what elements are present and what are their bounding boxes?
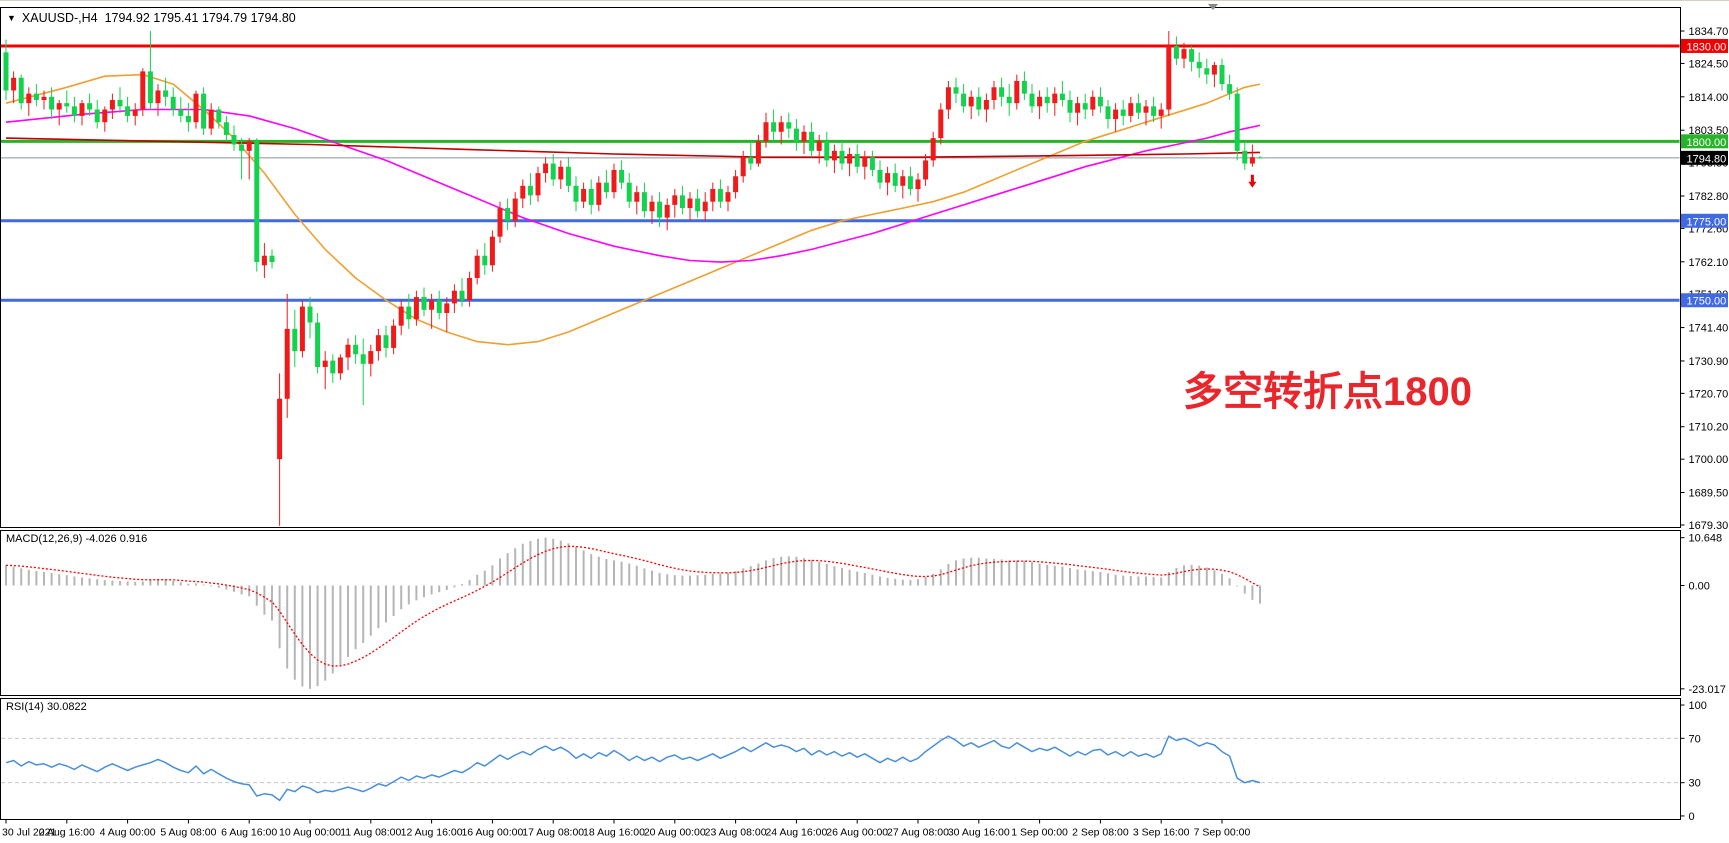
price-axis[interactable]: 1834.701824.501814.001803.501793.301782.… [1680,26,1729,532]
svg-text:30: 30 [1689,778,1701,790]
price-badge-1830.00 [1681,38,1728,53]
time-label: 3 Sep 16:00 [1133,827,1190,839]
svg-text:-23.017: -23.017 [1689,684,1726,696]
price-badge-1775.00 [1681,213,1728,228]
chart-collapse-icon[interactable]: ▼ [7,13,16,23]
rsi-value-line [5,735,1261,802]
svg-text:70: 70 [1689,733,1701,745]
svg-text:1741.40: 1741.40 [1689,323,1729,335]
symbol-ohlc-header: ▼ XAUUSD-,H4 1794.92 1795.41 1794.79 1794… [7,11,296,25]
time-label: 18 Aug 16:00 [583,827,645,839]
time-label: 26 Aug 00:00 [826,827,888,839]
svg-text:1730.90: 1730.90 [1689,356,1729,368]
rsi-indicator-label: RSI(14) 30.0822 [6,701,87,713]
time-label: 6 Aug 16:00 [221,827,277,839]
chart-annotation-text[interactable]: 多空转折点1800 [1183,370,1472,414]
svg-text:1800.00: 1800.00 [1687,137,1727,149]
macd-signal-line [5,545,1261,667]
svg-text:1720.70: 1720.70 [1689,388,1729,400]
time-label: 17 Aug 08:00 [522,827,584,839]
symbol-period-label: XAUUSD-,H4 [21,11,98,25]
time-label: 4 Aug 00:00 [100,827,156,839]
svg-text:1814.00: 1814.00 [1689,92,1729,104]
svg-text:0.00: 0.00 [1689,581,1710,593]
time-label: 27 Aug 08:00 [887,827,949,839]
svg-text:10.648: 10.648 [1689,533,1723,545]
time-label: 2 Aug 16:00 [39,827,95,839]
sell-arrow-icon[interactable] [1248,174,1257,188]
price-badge-1750.00 [1681,293,1728,308]
time-label: 12 Aug 16:00 [401,827,463,839]
time-label: 10 Aug 00:00 [279,827,341,839]
svg-text:1762.10: 1762.10 [1689,257,1729,269]
candles-layer [3,31,1263,526]
svg-text:1794.80: 1794.80 [1687,153,1727,165]
ma-magenta-line [5,108,1261,263]
svg-text:1750.00: 1750.00 [1687,296,1727,308]
price-badge-1800.00 [1681,134,1728,149]
time-label: 5 Aug 08:00 [160,827,216,839]
time-label: 24 Aug 16:00 [765,827,827,839]
svg-text:1830.00: 1830.00 [1687,41,1727,53]
rsi-panel[interactable]: 100 70 30 0 [1,700,1707,823]
svg-text:1824.50: 1824.50 [1689,58,1729,70]
macd-panel[interactable]: 10.648 0.00 -23.017 [5,533,1726,696]
svg-text:100: 100 [1689,700,1707,712]
time-label: 16 Aug 00:00 [461,827,523,839]
svg-text:1710.20: 1710.20 [1689,422,1729,434]
ohlc-values: 1794.92 1795.41 1794.79 1794.80 [104,11,296,25]
panel-frame-0 [0,7,1681,528]
panel-frame-1 [0,530,1681,696]
svg-text:0: 0 [1689,811,1695,823]
time-label: 30 Jul 2021 [2,827,56,839]
svg-text:1689.50: 1689.50 [1689,488,1729,500]
window-top-border [0,0,1729,1]
time-label: 2 Sep 08:00 [1072,827,1129,839]
svg-text:1782.80: 1782.80 [1689,191,1729,203]
ma-orange-line [5,73,1261,346]
svg-text:1679.30: 1679.30 [1689,520,1729,532]
macd-indicator-label: MACD(12,26,9) -4.026 0.916 [6,533,148,545]
time-label: 23 Aug 08:00 [705,827,767,839]
chart-shift-marker-icon[interactable] [1208,4,1218,10]
svg-text:1834.70: 1834.70 [1689,26,1729,38]
time-label: 1 Sep 00:00 [1011,827,1068,839]
svg-text:1803.50: 1803.50 [1689,125,1729,137]
time-label: 7 Sep 00:00 [1194,827,1251,839]
main-price-panel[interactable] [1,31,1680,526]
panel-frame-2 [0,698,1681,820]
price-badge-1794.80 [1681,150,1728,165]
svg-text:1700.00: 1700.00 [1689,454,1729,466]
time-label: 30 Aug 16:00 [948,827,1010,839]
svg-text:1775.00: 1775.00 [1687,216,1727,228]
time-label: 11 Aug 08:00 [340,827,401,839]
time-label: 20 Aug 00:00 [644,827,706,839]
